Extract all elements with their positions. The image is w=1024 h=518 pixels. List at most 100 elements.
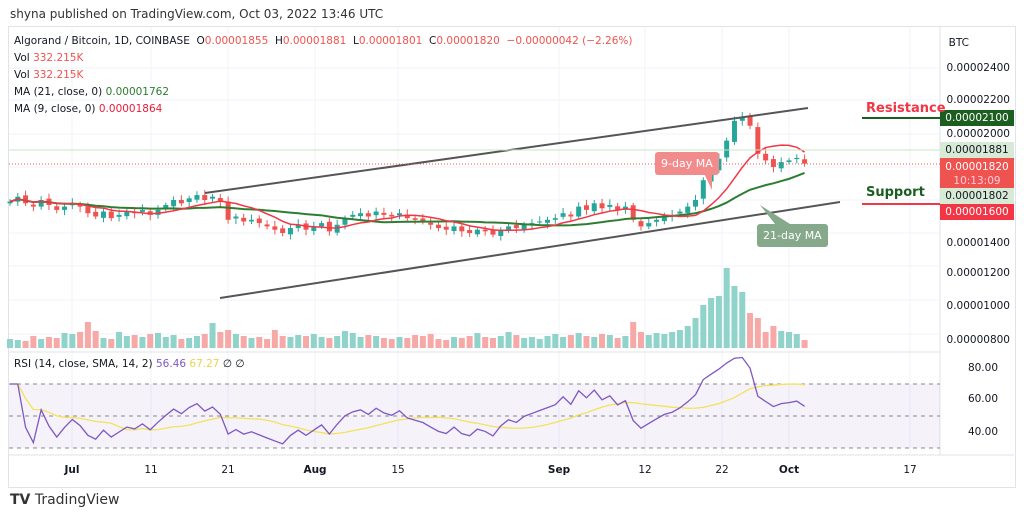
candle-body — [498, 229, 504, 236]
candle-body — [186, 198, 192, 202]
candle-body — [724, 140, 730, 158]
candle-body — [451, 226, 457, 232]
candle-body — [264, 224, 270, 227]
resistance-price-tag: 0.00002100 — [940, 110, 1014, 126]
ma9-legend[interactable]: MA (9, close, 0) 0.00001864 — [14, 103, 163, 115]
volume-bar — [536, 339, 543, 348]
rsi-legend[interactable]: RSI (14, close, SMA, 14, 2) 56.46 67.27 … — [14, 358, 245, 370]
volume-bar — [567, 335, 574, 348]
candle-body — [326, 221, 332, 232]
candle-body — [397, 213, 402, 216]
x-label: Aug — [303, 464, 327, 476]
volume-bar — [676, 330, 683, 348]
candle-body — [545, 219, 551, 223]
candle-body — [677, 211, 683, 214]
candle-body — [467, 230, 473, 233]
volume-bar — [7, 339, 13, 348]
candle-body — [202, 195, 208, 200]
volume-bar — [505, 332, 512, 348]
x-label: 15 — [391, 464, 405, 476]
volume-bar — [139, 337, 146, 348]
volume-bar — [373, 336, 380, 348]
candle-body — [272, 226, 278, 230]
candle-body — [786, 160, 792, 163]
candle-body — [443, 226, 449, 230]
vol-legend[interactable]: Vol 332.215K — [14, 52, 84, 64]
volume-bar — [116, 332, 123, 348]
ma21-callout-pointer — [760, 205, 790, 224]
volume-bar — [692, 318, 699, 348]
volume-bar — [544, 336, 551, 348]
candle-body — [54, 206, 60, 210]
candle-body — [700, 180, 706, 199]
resistance-label[interactable]: Resistance — [866, 101, 946, 116]
candle-body — [521, 224, 527, 230]
volume-bar — [365, 335, 372, 348]
candle-body — [108, 211, 114, 219]
ma21-callout[interactable]: 21-day MA — [757, 224, 828, 247]
symbol-legend: Algorand / Bitcoin, 1D, COINBASE O0.0000… — [14, 35, 633, 47]
candle-body — [163, 204, 169, 209]
support-price-tag: 0.00001600 — [940, 204, 1014, 220]
ma21-price-tag: 0.00001802 — [940, 188, 1014, 204]
candle-body — [280, 228, 286, 233]
x-label: 21 — [221, 464, 235, 476]
volume-bar — [427, 334, 434, 348]
volume-bar — [653, 333, 660, 348]
candle-body — [420, 218, 426, 222]
volume-bar — [287, 337, 294, 348]
support-label[interactable]: Support — [866, 185, 925, 200]
candle-body — [755, 127, 761, 154]
x-label: Oct — [778, 464, 800, 476]
price-label: 0.00001000 — [946, 300, 1010, 312]
volume-bar — [279, 336, 286, 348]
volume-bar — [637, 332, 644, 348]
candle-body — [560, 213, 566, 217]
candle-body — [319, 223, 325, 227]
candle-body — [350, 214, 356, 217]
vol-legend-2[interactable]: Vol 332.215K — [14, 69, 84, 81]
ma9-callout[interactable]: 9-day MA — [655, 152, 719, 175]
volume-bar — [622, 336, 629, 348]
candle-body — [739, 117, 745, 121]
candle-body — [552, 218, 558, 220]
volume-bar — [645, 335, 652, 348]
candle-body — [23, 195, 29, 204]
volume-bar — [170, 335, 177, 348]
x-label: 12 — [638, 464, 652, 476]
candle-body — [93, 211, 99, 217]
candle-body — [194, 195, 200, 200]
volume-bar — [793, 334, 800, 348]
x-label: 11 — [144, 464, 158, 476]
candle-body — [217, 198, 223, 202]
volume-bar — [326, 338, 333, 348]
volume-bar — [762, 332, 769, 348]
volume-bar — [380, 338, 387, 348]
volume-bar — [388, 339, 395, 348]
candle-body — [506, 226, 512, 230]
volume-bar — [69, 334, 76, 348]
candle-body — [358, 213, 364, 217]
volume-bar — [77, 332, 84, 348]
lower-trendline — [219, 201, 841, 299]
candle-body — [256, 218, 262, 224]
candle-body — [583, 205, 589, 210]
volume-bar — [147, 334, 154, 348]
volume-bar — [552, 334, 559, 348]
volume-bar — [201, 334, 208, 348]
volume-bar — [513, 335, 520, 348]
tradingview-logo[interactable]: 𝗧𝗩 TradingView — [10, 492, 120, 508]
candle-body — [568, 214, 574, 217]
volume-bar — [334, 336, 341, 348]
chart-frame[interactable] — [8, 26, 1016, 488]
candle-body — [459, 226, 465, 232]
volume-bar — [404, 338, 411, 348]
candle-body — [381, 212, 387, 215]
candle-body — [124, 211, 130, 217]
candle-body — [155, 209, 161, 215]
volume-bar — [700, 305, 707, 348]
ma21-legend[interactable]: MA (21, close, 0) 0.00001762 — [14, 86, 170, 98]
volume-bar — [186, 338, 193, 348]
volume-bar — [801, 340, 808, 348]
